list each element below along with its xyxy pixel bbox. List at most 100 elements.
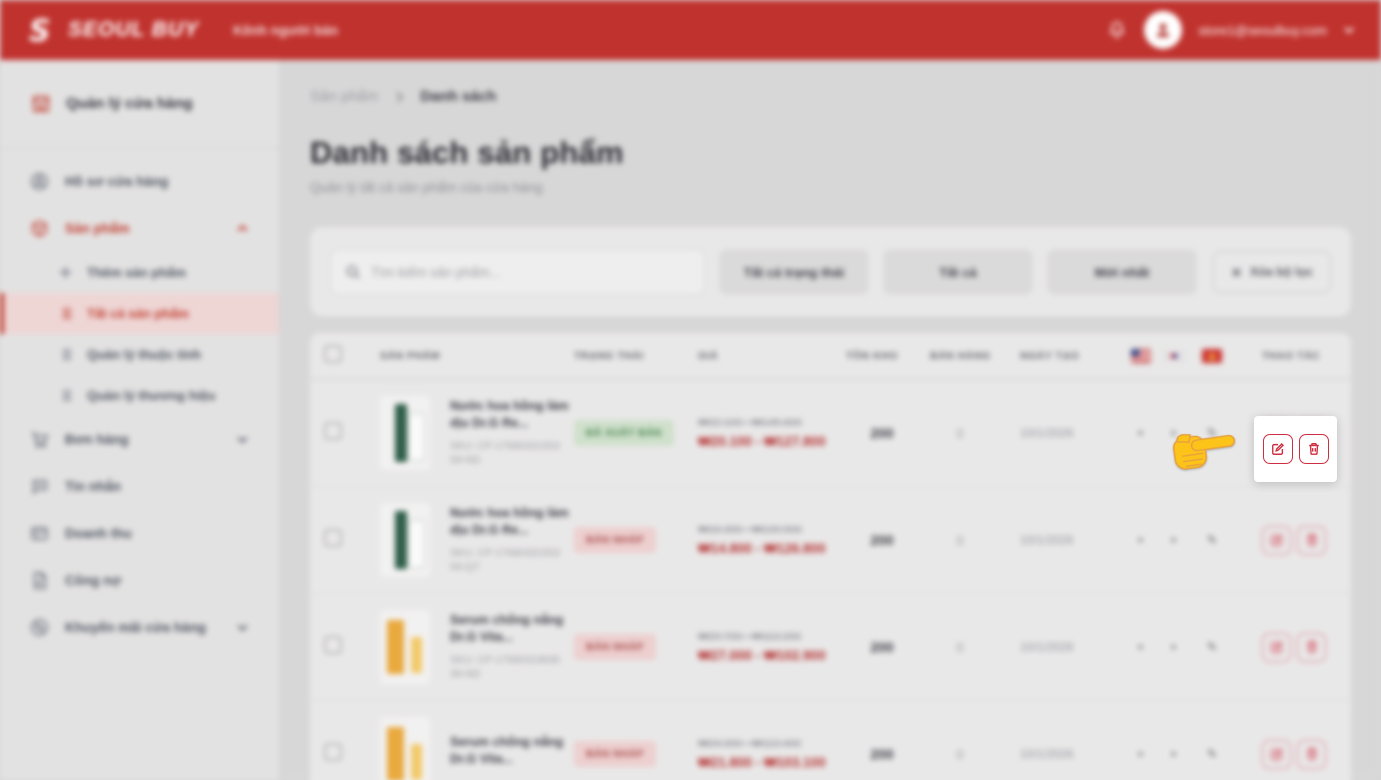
sidebar-subitem-manage-brands[interactable]: Quản lý thương hiệu (0, 375, 279, 416)
sidebar-item-label: Hồ sơ cửa hàng (65, 174, 169, 189)
price-sale: ₩20.100 - ₩127.800 (698, 434, 826, 449)
table-row: Serum chống nắng Dr.G Vita... BẢN NHÁP ₩… (310, 700, 1351, 780)
clear-filters-button[interactable]: Xóa bộ lọc (1213, 251, 1331, 293)
sidebar-nav: Hồ sơ cửa hàng Sản phẩm Thêm sản phẩm Tấ… (0, 158, 279, 651)
row-checkbox[interactable] (324, 635, 342, 654)
sidebar-subitem-add-product[interactable]: Thêm sản phẩm (0, 252, 279, 293)
row-checkbox[interactable] (324, 528, 342, 547)
document-icon (33, 572, 46, 589)
sidebar-item-label: Doanh thu (65, 526, 132, 541)
col-created: NGÀY TẠO (1020, 349, 1080, 362)
kr-flag-icon (1163, 348, 1184, 363)
sidebar-item-store-profile[interactable]: Hồ sơ cửa hàng (0, 158, 279, 205)
list-icon (58, 388, 73, 403)
col-status: TRẠNG THÁI (574, 349, 644, 362)
user-email-dropdown[interactable]: store1@seoulbuy.com (1198, 22, 1327, 38)
price-sale: ₩14.800 - ₩126.800 (698, 541, 826, 556)
status-filter-select[interactable]: Tất cả trạng thái (719, 249, 869, 295)
category-filter-select[interactable]: Tất cả (883, 249, 1033, 295)
header-actions: store1@seoulbuy.com (1106, 11, 1355, 49)
sidebar-item-label: Đơn hàng (65, 432, 129, 447)
top-header: S SEOUL BUY Kênh người bán store1@seoulb… (0, 0, 1381, 60)
sidebar-item-debts[interactable]: Công nợ (0, 557, 279, 604)
product-name: Serum chống nắng Dr.G Vita... (450, 734, 564, 766)
sidebar-subitem-label: Tất cả sản phẩm (87, 306, 189, 321)
notification-bell-icon[interactable] (1106, 19, 1128, 41)
edit-product-button[interactable] (1262, 739, 1291, 769)
sidebar-item-products[interactable]: Sản phẩm (0, 205, 279, 252)
price-sale: ₩27.000 - ₩102.900 (698, 648, 826, 663)
sidebar: Quản lý cửa hàng Hồ sơ cửa hàng Sản phẩm… (0, 60, 280, 780)
sidebar-item-label: Sản phẩm (65, 221, 130, 236)
profile-icon (31, 173, 48, 190)
sales-value: 0 (956, 532, 964, 548)
breadcrumb: Sản phẩm Danh sách (310, 88, 1351, 105)
revenue-icon (31, 527, 48, 540)
sidebar-section-label: Quản lý cửa hàng (66, 95, 193, 112)
sidebar-item-revenue[interactable]: Doanh thu (0, 510, 279, 557)
search-icon (346, 265, 360, 279)
sidebar-item-label: Tin nhắn (65, 479, 121, 494)
stock-value: 200 (870, 532, 894, 548)
user-icon (1156, 23, 1170, 37)
sales-value: 0 (956, 639, 964, 655)
product-thumbnail (380, 610, 430, 684)
search-input[interactable] (371, 264, 690, 280)
vn-flag-icon (1202, 348, 1222, 363)
col-product: SẢN PHẨM (380, 349, 441, 362)
stock-value: 200 (870, 425, 894, 441)
edit-product-button-highlighted[interactable] (1262, 434, 1293, 464)
product-thumbnail (380, 503, 430, 577)
filter-bar: Tất cả trạng thái Tất cả Mới nhất Xóa bộ… (310, 227, 1351, 317)
vn-translation-mark: ✎ (1206, 640, 1218, 654)
search-box (330, 249, 705, 295)
status-badge: BẢN NHÁP (574, 741, 656, 767)
chevron-down-icon (237, 624, 248, 632)
sales-value: 0 (956, 746, 964, 762)
select-all-checkbox[interactable] (324, 345, 342, 363)
delete-product-button[interactable] (1297, 739, 1326, 769)
price-original: ₩22.100 - ₩145.600 (698, 417, 802, 429)
delete-product-button[interactable] (1297, 525, 1326, 555)
sidebar-subitem-manage-attributes[interactable]: Quản lý thuộc tính (0, 334, 279, 375)
main-content: Sản phẩm Danh sách Danh sách sản phẩm Qu… (280, 60, 1381, 780)
sidebar-item-messages[interactable]: Tin nhắn (0, 463, 279, 510)
sidebar-subitem-label: Quản lý thuộc tính (87, 347, 202, 362)
created-date: 10/1/2026 (1020, 747, 1074, 761)
sidebar-subitem-label: Thêm sản phẩm (87, 265, 186, 280)
chevron-right-icon (396, 91, 405, 102)
us-translation-mark: • (1137, 424, 1144, 442)
chevron-down-icon (1344, 27, 1354, 34)
table-row: Serum chống nắng Dr.G Vita... SKU: CP-17… (310, 593, 1351, 700)
sidebar-item-orders[interactable]: Đơn hàng (0, 416, 279, 463)
close-icon (1232, 267, 1241, 277)
us-translation-mark: • (1137, 638, 1144, 656)
sales-value: 0 (956, 425, 964, 441)
row-checkbox[interactable] (324, 421, 342, 440)
col-price: GIÁ (698, 349, 719, 362)
kr-translation-mark: • (1170, 531, 1177, 549)
kr-translation-mark: • (1170, 745, 1177, 763)
col-actions: THAO TÁC (1262, 349, 1321, 362)
action-spotlight (1254, 416, 1337, 482)
chevron-down-icon (237, 436, 248, 444)
delete-product-button-highlighted[interactable] (1298, 434, 1329, 464)
col-stock: TỒN KHO (846, 349, 898, 362)
sidebar-subitem-all-products[interactable]: Tất cả sản phẩm (0, 293, 279, 334)
status-badge: ĐÃ XUẤT BẢN (574, 420, 674, 446)
delete-product-button[interactable] (1297, 632, 1326, 662)
sort-filter-select[interactable]: Mới nhất (1047, 249, 1197, 295)
pointer-hand-icon (1172, 433, 1236, 470)
product-sku: SKU: CP-1768033155359-QT (450, 546, 560, 574)
us-flag-icon (1130, 348, 1151, 363)
clear-filters-label: Xóa bộ lọc (1249, 265, 1314, 279)
sidebar-item-promotions[interactable]: Khuyến mãi cửa hàng (0, 604, 279, 651)
page-title: Danh sách sản phẩm (310, 135, 624, 170)
edit-product-button[interactable] (1262, 525, 1291, 555)
user-avatar[interactable] (1144, 11, 1183, 49)
brand-logo-icon: S (29, 14, 51, 46)
row-checkbox[interactable] (324, 742, 342, 761)
breadcrumb-parent[interactable]: Sản phẩm (310, 88, 379, 105)
products-icon (32, 220, 47, 237)
edit-product-button[interactable] (1262, 632, 1291, 662)
